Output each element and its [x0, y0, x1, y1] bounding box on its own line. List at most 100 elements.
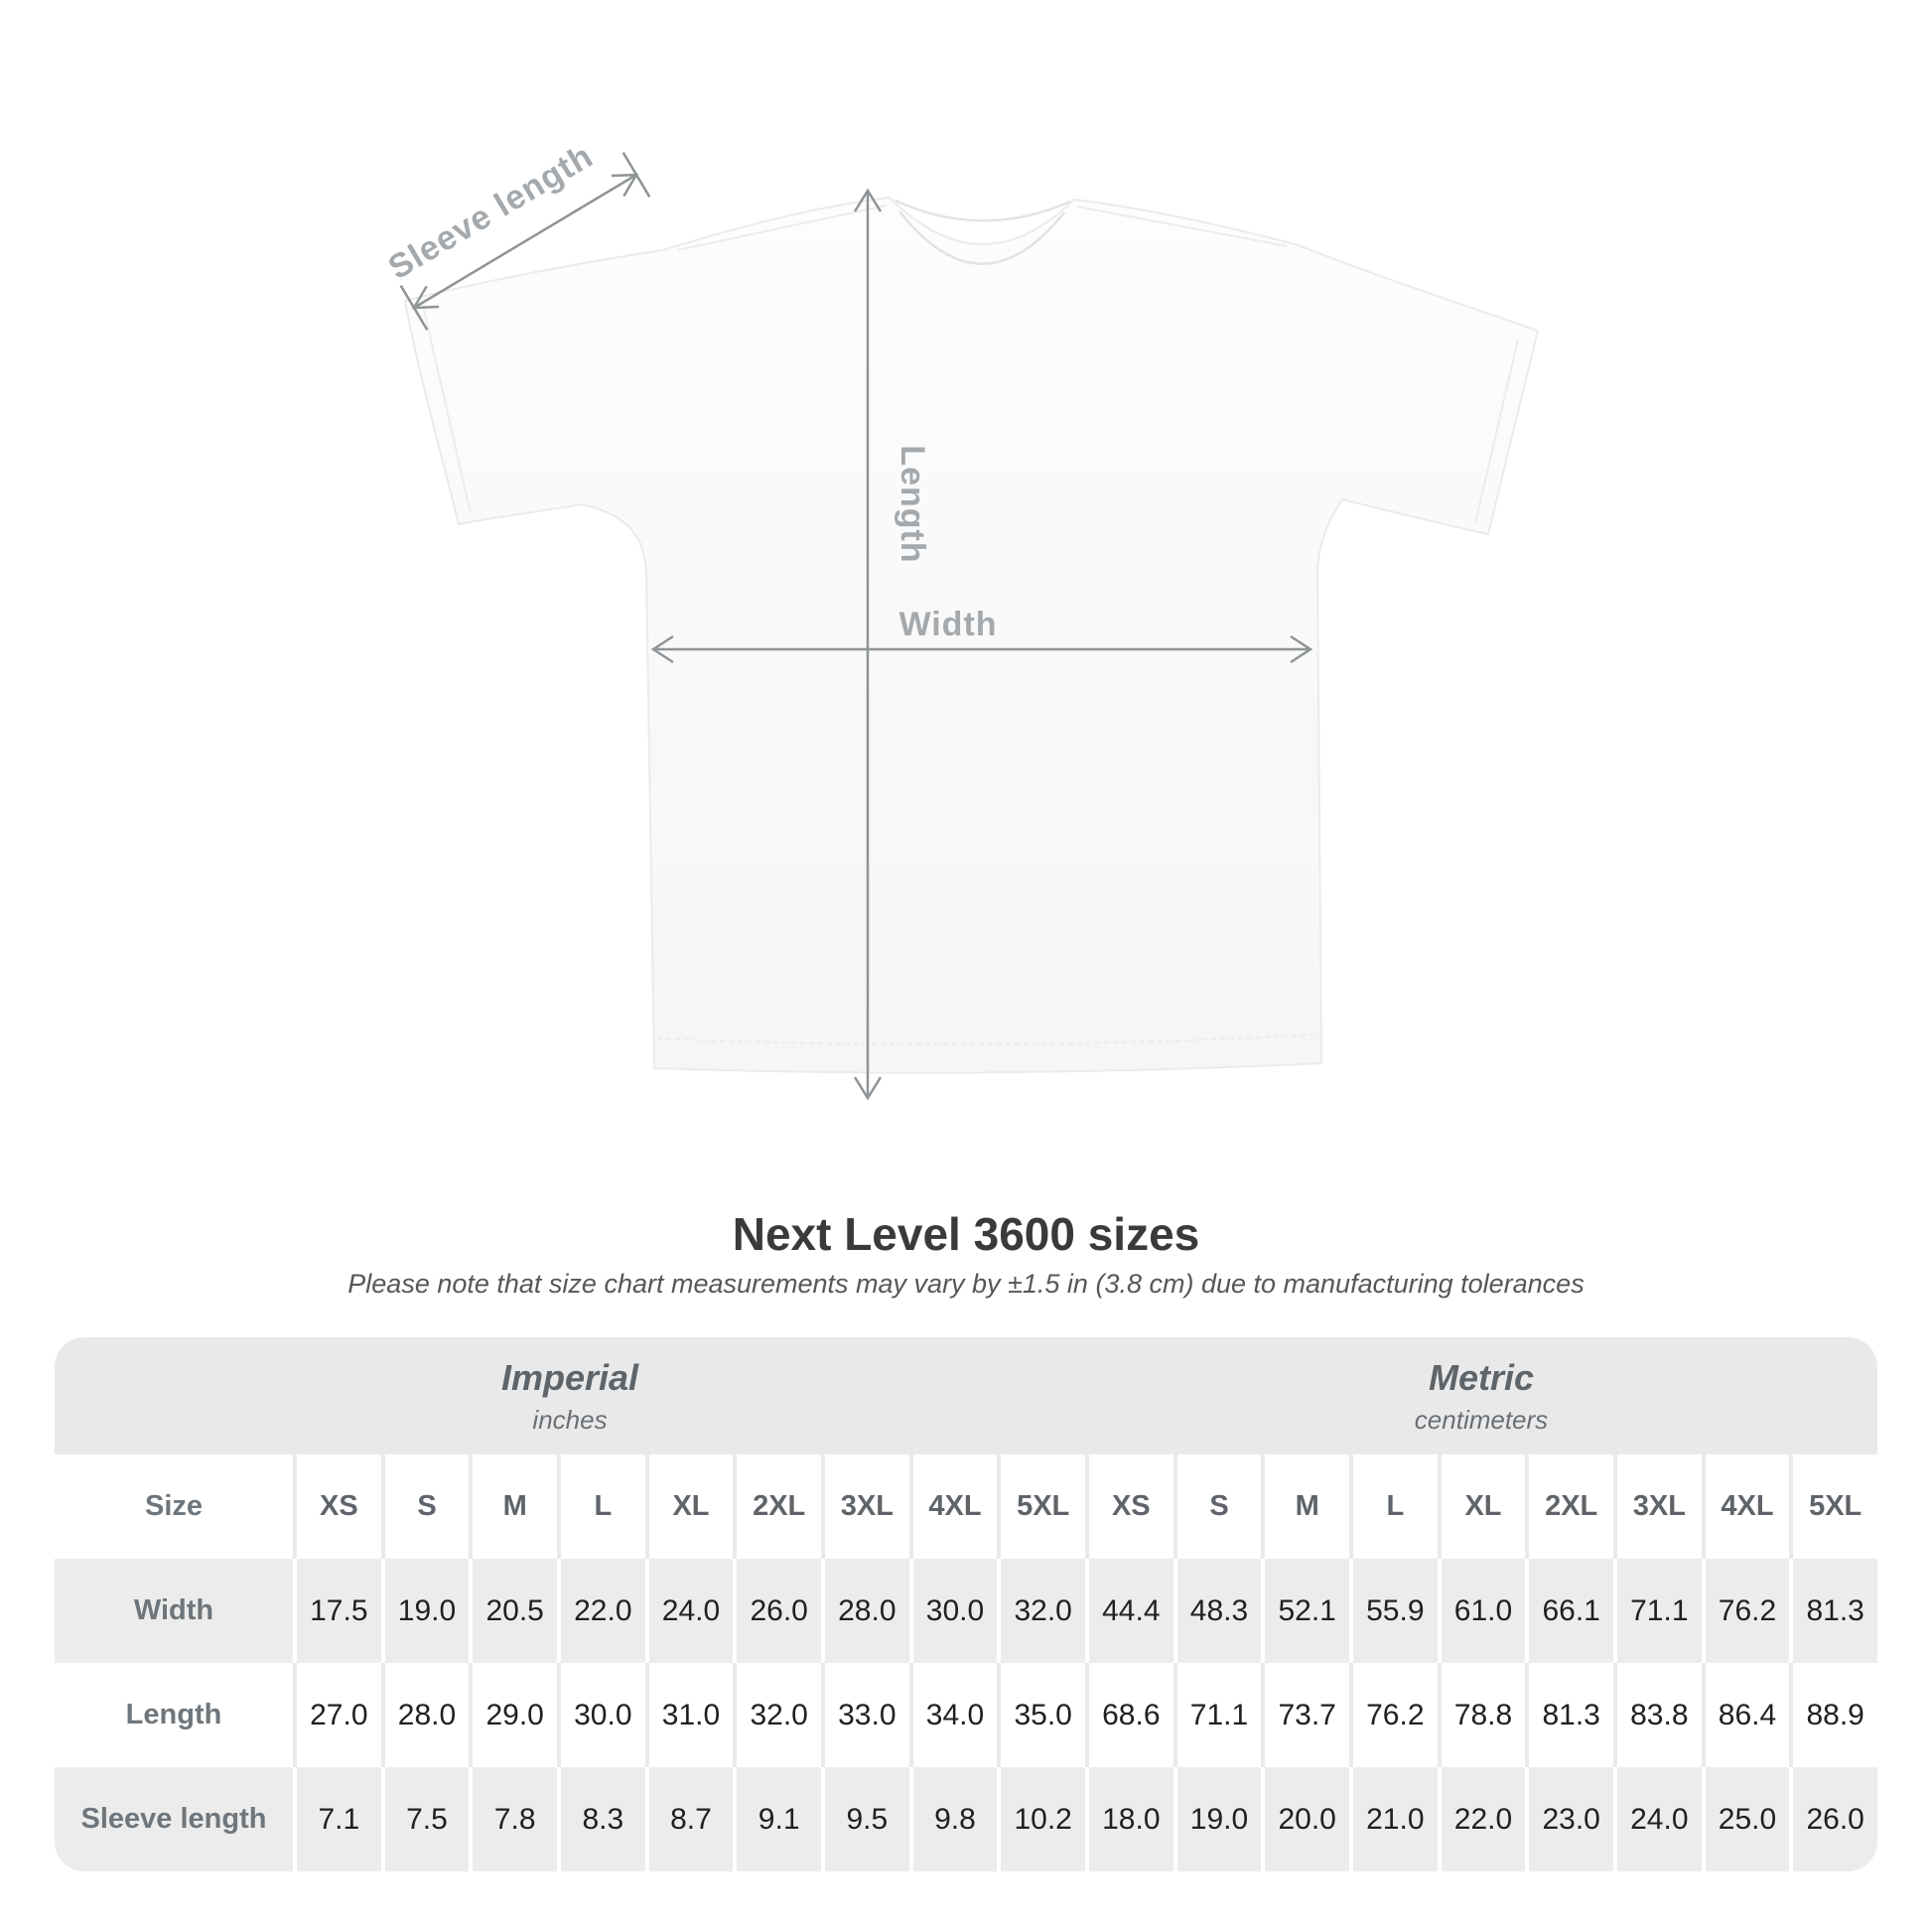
measurement-value-cell: 19.0 [1173, 1767, 1262, 1871]
measurement-value-cell: 48.3 [1173, 1559, 1262, 1663]
page-subtitle: Please note that size chart measurements… [347, 1269, 1585, 1299]
measurement-value-cell: 26.0 [1789, 1767, 1877, 1871]
left-sleeve-hem-seam [423, 309, 472, 514]
measurement-value-cell: 81.3 [1789, 1559, 1877, 1663]
row-label-width: Width [133, 1594, 214, 1626]
table-row-sleeve-length: Sleeve length 7.1 7.5 7.8 8.3 8.7 9.1 9.5 9.8 10… [55, 1767, 1877, 1871]
tshirt-diagram: Sleeve length Length Width [382, 137, 1540, 1101]
measurement-value-cell: 7.8 [469, 1767, 557, 1871]
page-title: Next Level 3600 sizes [732, 1208, 1200, 1260]
table-row-length: Length 27.0 28.0 29.0 30.0 31.0 32.0 33.0 34.0 3… [55, 1663, 1877, 1767]
size-header-row: Size XS S M L XL 2XL 3XL 4XL 5XL XS S M L XL 2XL 3XL 4XL… [55, 1454, 1877, 1559]
size-column-header: 4XL [1701, 1454, 1790, 1559]
size-column-header: 5XL [997, 1454, 1085, 1559]
unit-header-imperial: Imperial inches [55, 1337, 1085, 1454]
size-column-header: 3XL [820, 1454, 909, 1559]
measurement-value-cell: 27.0 [293, 1663, 381, 1767]
imperial-sublabel: inches [532, 1404, 608, 1435]
measurement-value-cell: 30.0 [908, 1559, 998, 1663]
size-column-header: S [1173, 1454, 1262, 1559]
measurement-value-cell: 66.1 [1525, 1559, 1613, 1663]
measurement-value-cell: 35.0 [997, 1663, 1085, 1767]
measurement-value-cell: 24.0 [1612, 1767, 1702, 1871]
measurement-value-cell: 76.2 [1348, 1663, 1438, 1767]
measurement-value-cell: 19.0 [380, 1559, 470, 1663]
measurement-value-cell: 9.8 [908, 1767, 998, 1871]
measurement-value-cell: 71.1 [1612, 1559, 1702, 1663]
measurement-value-cell: 33.0 [820, 1663, 909, 1767]
right-sleeve-hem-seam [1474, 339, 1519, 524]
measurement-value-cell: 7.5 [380, 1767, 470, 1871]
size-column-header: 5XL [1789, 1454, 1877, 1559]
measurement-value-cell: 71.1 [1173, 1663, 1262, 1767]
unit-header-metric: Metric centimeters [1085, 1337, 1877, 1454]
measurement-value-cell: 20.0 [1261, 1767, 1349, 1871]
measurement-value-cell: 17.5 [293, 1559, 381, 1663]
measurement-value-cell: 76.2 [1701, 1559, 1790, 1663]
size-column-header: 3XL [1612, 1454, 1702, 1559]
measurement-value-cell: 24.0 [644, 1559, 734, 1663]
unit-header-row: Imperial inches Metric centimeters [55, 1337, 1877, 1454]
measurement-value-cell: 20.5 [469, 1559, 557, 1663]
measurement-value-cell: 78.8 [1437, 1663, 1526, 1767]
size-column-header: XS [1084, 1454, 1173, 1559]
size-column-header: XL [644, 1454, 734, 1559]
width-label: Width [898, 606, 997, 643]
measurement-value-cell: 86.4 [1701, 1663, 1790, 1767]
sleeve-length-label: Sleeve length [382, 137, 600, 287]
size-column-header: M [469, 1454, 557, 1559]
measurement-value-cell: 25.0 [1701, 1767, 1790, 1871]
measurement-value-cell: 18.0 [1084, 1767, 1173, 1871]
width-arrow [650, 634, 1313, 664]
tshirt-silhouette [403, 196, 1540, 1074]
bottom-hem-seam [656, 1034, 1318, 1046]
measurement-value-cell: 10.2 [997, 1767, 1085, 1871]
sleeve-length-arrow [399, 152, 651, 331]
length-arrow [853, 188, 883, 1101]
measurement-value-cell: 9.5 [820, 1767, 909, 1871]
measurement-value-cell: 81.3 [1525, 1663, 1613, 1767]
size-column-header: L [556, 1454, 645, 1559]
measurement-value-cell: 26.0 [733, 1559, 821, 1663]
length-label: Length [894, 445, 931, 563]
measurement-value-cell: 31.0 [644, 1663, 734, 1767]
size-column-header: M [1261, 1454, 1349, 1559]
measurement-value-cell: 83.8 [1612, 1663, 1702, 1767]
measurement-value-cell: 23.0 [1525, 1767, 1613, 1871]
measurement-value-cell: 29.0 [469, 1663, 557, 1767]
size-column-header: XS [293, 1454, 381, 1559]
measurement-value-cell: 22.0 [556, 1559, 645, 1663]
size-header-label: Size [144, 1490, 204, 1522]
measurement-value-cell: 28.0 [820, 1559, 909, 1663]
measurement-value-cell: 55.9 [1348, 1559, 1438, 1663]
measurement-value-cell: 9.1 [733, 1767, 821, 1871]
size-column-header: 4XL [908, 1454, 998, 1559]
collar-inner-line [898, 210, 1065, 265]
measurement-value-cell: 68.6 [1084, 1663, 1173, 1767]
imperial-label: Imperial [500, 1356, 639, 1398]
right-shoulder-seam [1076, 206, 1288, 247]
measurement-value-cell: 44.4 [1084, 1559, 1173, 1663]
collar-back-line [895, 199, 1071, 222]
measurement-value-cell: 32.0 [733, 1663, 821, 1767]
measurement-value-cell: 8.7 [644, 1767, 734, 1871]
measurement-value-cell: 73.7 [1261, 1663, 1349, 1767]
measurement-value-cell: 88.9 [1789, 1663, 1877, 1767]
measurement-value-cell: 22.0 [1437, 1767, 1526, 1871]
metric-sublabel: centimeters [1414, 1404, 1549, 1435]
measurement-value-cell: 32.0 [997, 1559, 1085, 1663]
size-column-header: XL [1437, 1454, 1526, 1559]
table-row-width: Width 17.5 19.0 20.5 22.0 24.0 26.0 28.0 30.0 32… [55, 1559, 1877, 1663]
measurement-value-cell: 34.0 [908, 1663, 998, 1767]
size-column-header: 2XL [1525, 1454, 1613, 1559]
measurement-value-cell: 52.1 [1261, 1559, 1349, 1663]
measurement-value-cell: 30.0 [556, 1663, 645, 1767]
size-column-header: L [1348, 1454, 1438, 1559]
measurement-value-cell: 7.1 [293, 1767, 381, 1871]
left-shoulder-seam [676, 205, 888, 251]
measurement-value-cell: 61.0 [1437, 1559, 1526, 1663]
measurement-value-cell: 8.3 [556, 1767, 645, 1871]
row-label-sleeve-length: Sleeve length [80, 1803, 267, 1835]
measurement-value-cell: 21.0 [1348, 1767, 1438, 1871]
